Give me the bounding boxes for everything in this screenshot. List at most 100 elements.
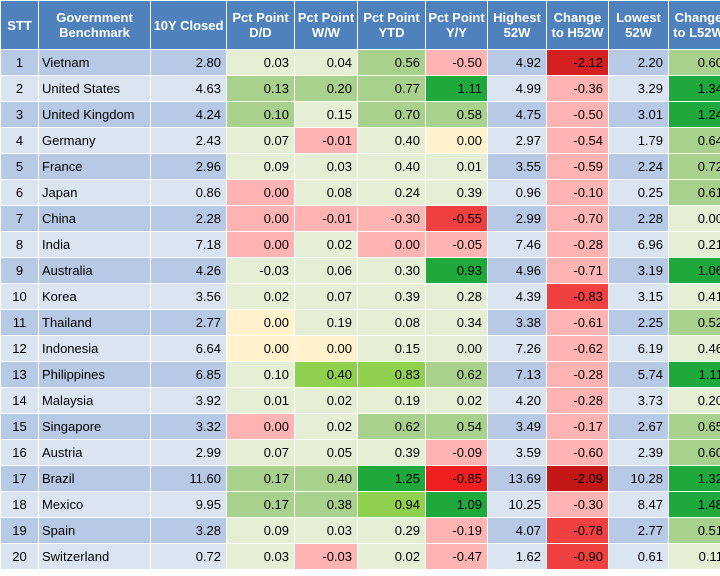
cell-highest-52w: 7.26: [487, 335, 547, 362]
cell-pct-ww: 0.02: [294, 413, 358, 440]
cell-pct-ytd: 1.25: [357, 465, 426, 492]
cell-country: Switzerland: [38, 543, 151, 570]
cell-highest-52w: 13.69: [487, 465, 547, 492]
table-row: 20 Switzerland 0.72 0.03 -0.03 0.02 -0.47 1.62-…: [0, 543, 720, 570]
cell-highest-52w: 4.07: [487, 517, 547, 544]
cell-country: Spain: [38, 517, 151, 544]
cell-pct-ytd: 0.70: [357, 101, 426, 128]
cell-pct-ww: 0.19: [294, 309, 358, 336]
cell-stt: 11: [0, 309, 39, 336]
cell-change-l52w: 0.52: [668, 309, 720, 336]
cell-change-h52w: -0.30: [546, 491, 609, 518]
cell-10y-closed: 11.60: [150, 465, 227, 492]
cell-stt: 6: [0, 179, 39, 206]
cell-pct-ytd: 0.29: [357, 517, 426, 544]
cell-change-l52w: 0.60: [668, 49, 720, 76]
cell-lowest-52w: 3.29: [608, 75, 669, 102]
cell-lowest-52w: 2.25: [608, 309, 669, 336]
cell-10y-closed: 3.32: [150, 413, 227, 440]
cell-change-h52w: -0.54: [546, 127, 609, 154]
cell-lowest-52w: 2.77: [608, 517, 669, 544]
header-benchmark: Government Benchmark: [38, 0, 151, 50]
table-row: 17 Brazil 11.60 0.17 0.40 1.25 -0.85 13.69 -2.09…: [0, 465, 720, 492]
cell-highest-52w: 7.46: [487, 231, 547, 258]
cell-pct-dd: 0.10: [226, 101, 295, 128]
cell-change-l52w: 1.11: [668, 361, 720, 388]
cell-country: France: [38, 153, 151, 180]
table-row: 15 Singapore 3.32 0.00 0.02 0.62 0.54 3.49 -0.17…: [0, 413, 720, 440]
cell-pct-ytd: 0.77: [357, 75, 426, 102]
header-change-h52w: Change to H52W: [546, 0, 609, 50]
cell-pct-ytd: 0.62: [357, 413, 426, 440]
cell-change-h52w: -0.10: [546, 179, 609, 206]
table-row: 8 India 7.18 0.00 0.02 0.00 -0.05 7.46 -0.28 6.96…: [0, 231, 720, 258]
cell-pct-yy: -0.19: [425, 517, 488, 544]
cell-highest-52w: 3.59: [487, 439, 547, 466]
cell-stt: 18: [0, 491, 39, 518]
cell-stt: 10: [0, 283, 39, 310]
table-row: 10 Korea 3.56 0.02 0.07 0.39 0.28 4.39 -0.83 3.15…: [0, 283, 720, 310]
cell-country: Australia: [38, 257, 151, 284]
cell-country: China: [38, 205, 151, 232]
cell-pct-ww: 0.03: [294, 517, 358, 544]
cell-pct-ytd: 0.15: [357, 335, 426, 362]
cell-country: United Kingdom: [38, 101, 151, 128]
cell-pct-ww: 0.00: [294, 335, 358, 362]
cell-pct-dd: 0.00: [226, 179, 295, 206]
cell-change-h52w: -2.12: [546, 49, 609, 76]
cell-stt: 2: [0, 75, 39, 102]
table-body: 1 Vietnam 2.80 0.03 0.04 0.56 -0.50 4.92 -2.12 2.…: [0, 49, 720, 570]
cell-stt: 14: [0, 387, 39, 414]
cell-country: Thailand: [38, 309, 151, 336]
cell-pct-ww: 0.05: [294, 439, 358, 466]
cell-pct-ytd: 0.39: [357, 283, 426, 310]
cell-pct-yy: 0.62: [425, 361, 488, 388]
cell-10y-closed: 2.43: [150, 127, 227, 154]
table-row: 5 France 2.96 0.09 0.03 0.40 0.01 3.55 -0.59 2.24…: [0, 153, 720, 180]
cell-pct-dd: 0.03: [226, 543, 295, 570]
cell-lowest-52w: 3.15: [608, 283, 669, 310]
cell-stt: 3: [0, 101, 39, 128]
cell-pct-ww: 0.40: [294, 465, 358, 492]
cell-pct-dd: 0.13: [226, 75, 295, 102]
cell-pct-dd: 0.07: [226, 439, 295, 466]
cell-pct-yy: 0.00: [425, 335, 488, 362]
cell-pct-ww: 0.04: [294, 49, 358, 76]
cell-stt: 20: [0, 543, 39, 570]
cell-pct-ww: 0.02: [294, 231, 358, 258]
header-change-l52w: Change to L52W: [668, 0, 720, 50]
cell-pct-yy: -0.47: [425, 543, 488, 570]
cell-10y-closed: 2.28: [150, 205, 227, 232]
cell-pct-ww: 0.40: [294, 361, 358, 388]
cell-highest-52w: 4.39: [487, 283, 547, 310]
cell-pct-yy: 0.00: [425, 127, 488, 154]
cell-10y-closed: 0.86: [150, 179, 227, 206]
cell-pct-ww: -0.03: [294, 543, 358, 570]
cell-pct-dd: 0.09: [226, 517, 295, 544]
cell-pct-dd: 0.00: [226, 205, 295, 232]
table-row: 16 Austria 2.99 0.07 0.05 0.39 -0.09 3.59 -0.60 2…: [0, 439, 720, 466]
cell-pct-ytd: 0.24: [357, 179, 426, 206]
cell-pct-ytd: 0.02: [357, 543, 426, 570]
cell-pct-dd: 0.00: [226, 231, 295, 258]
cell-10y-closed: 3.56: [150, 283, 227, 310]
cell-country: Austria: [38, 439, 151, 466]
cell-country: Indonesia: [38, 335, 151, 362]
cell-country: Malaysia: [38, 387, 151, 414]
cell-stt: 7: [0, 205, 39, 232]
cell-pct-ww: 0.07: [294, 283, 358, 310]
cell-10y-closed: 4.24: [150, 101, 227, 128]
cell-change-l52w: 0.00: [668, 205, 720, 232]
cell-change-l52w: 0.60: [668, 439, 720, 466]
cell-highest-52w: 3.38: [487, 309, 547, 336]
header-lowest-52w: Lowest 52W: [608, 0, 669, 50]
cell-pct-dd: 0.01: [226, 387, 295, 414]
cell-pct-yy: 0.34: [425, 309, 488, 336]
cell-highest-52w: 3.55: [487, 153, 547, 180]
table-row: 9 Australia 4.26 -0.03 0.06 0.30 0.93 4.96 -0.71…: [0, 257, 720, 284]
cell-10y-closed: 4.26: [150, 257, 227, 284]
cell-pct-yy: -0.55: [425, 205, 488, 232]
cell-pct-ytd: 0.83: [357, 361, 426, 388]
cell-lowest-52w: 5.74: [608, 361, 669, 388]
cell-change-h52w: -0.50: [546, 101, 609, 128]
